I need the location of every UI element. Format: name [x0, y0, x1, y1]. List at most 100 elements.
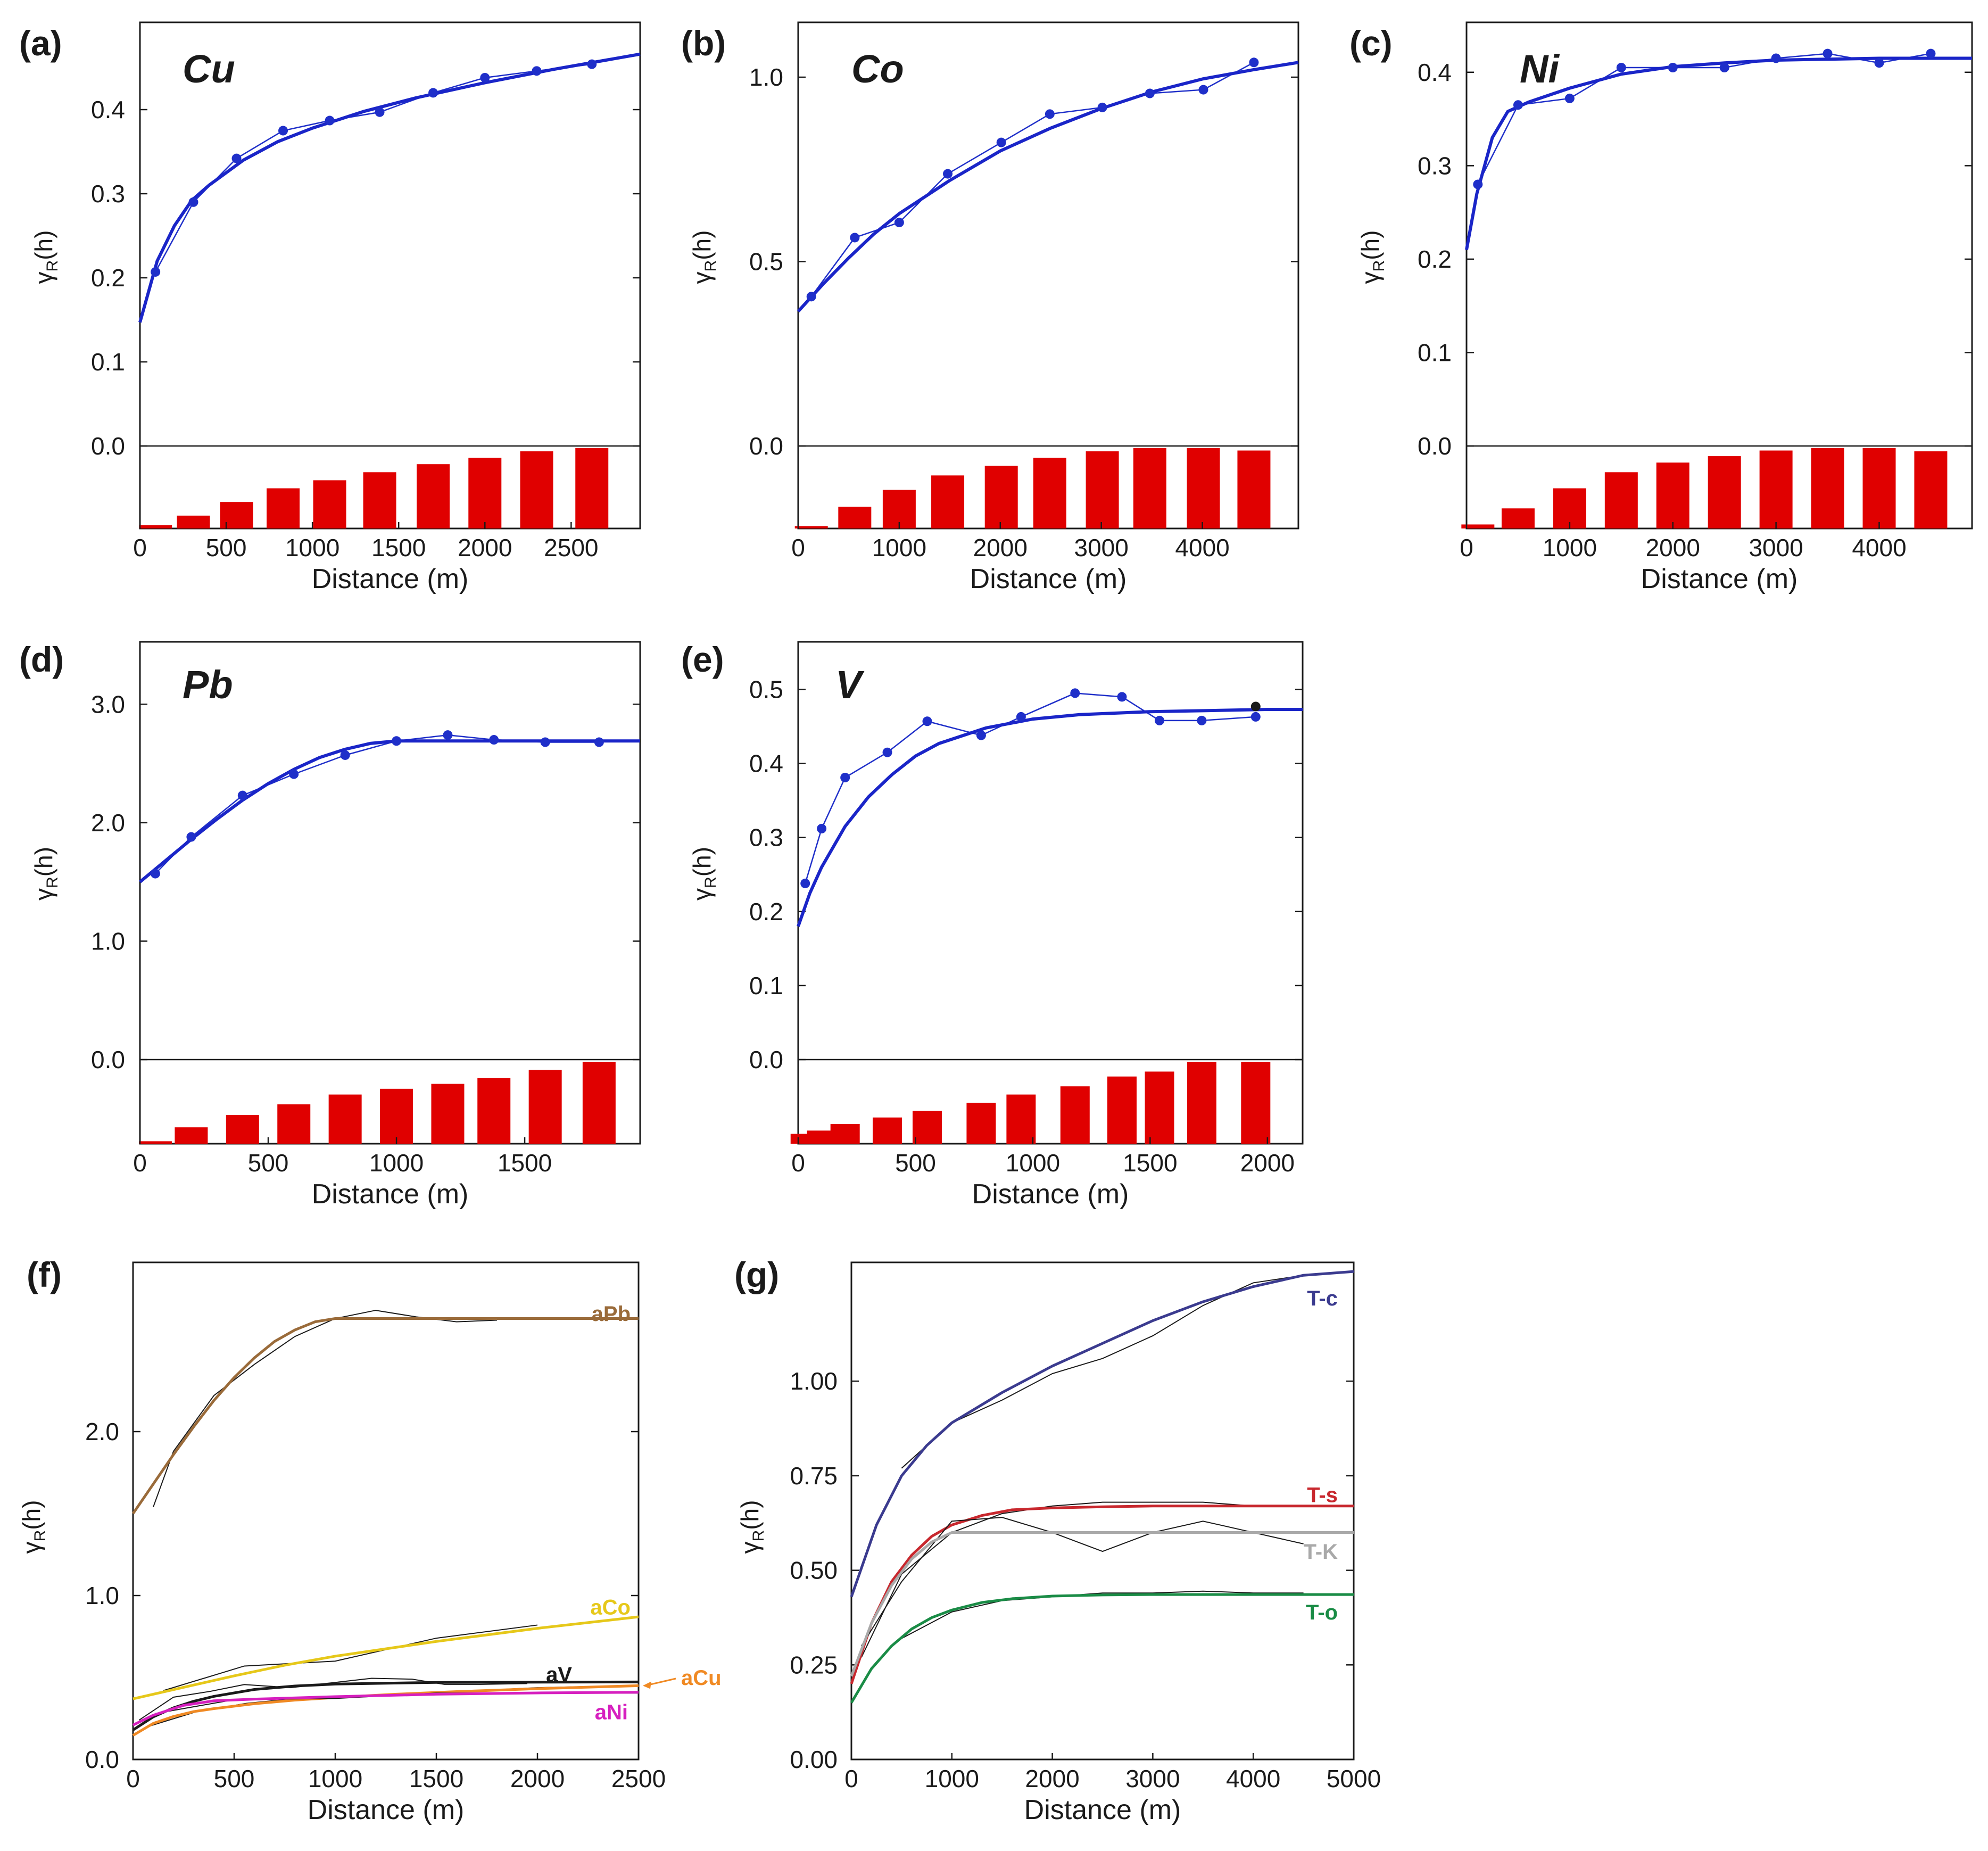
x-tick-label: 500 — [206, 534, 247, 561]
experimental-point — [289, 769, 299, 779]
pair-count-bar — [277, 1104, 311, 1144]
curve-label: T-K — [1304, 1540, 1338, 1564]
pair-count-bar — [582, 1062, 616, 1144]
y-tick-label: 0.3 — [91, 180, 125, 208]
element-label: Pb — [183, 663, 233, 707]
panel-label: (c) — [1349, 23, 1393, 63]
pair-count-bar — [1501, 508, 1535, 528]
model-curve — [850, 1270, 1354, 1598]
ylabel-subscript: R — [31, 1530, 49, 1542]
x-tick-label: 500 — [214, 1765, 255, 1792]
panel-label: (g) — [734, 1255, 779, 1294]
series-T-K: T-K — [850, 1517, 1354, 1677]
x-tick-label: 0 — [133, 534, 147, 561]
experimental-point — [996, 137, 1006, 147]
x-tick-label: 500 — [248, 1149, 289, 1177]
plot-frame — [850, 1261, 1355, 1761]
pair-count-bar — [220, 502, 253, 528]
experimental-point — [340, 750, 350, 760]
pair-count-bar — [1604, 472, 1638, 528]
aCu-arrow-head — [643, 1681, 651, 1689]
model-curve — [850, 1531, 1354, 1677]
pair-count-bar — [1187, 448, 1220, 528]
pair-count-bar — [226, 1115, 259, 1144]
pair-count-bar — [830, 1124, 860, 1144]
pair-count-bar — [175, 1127, 208, 1144]
pair-count-bar — [1086, 451, 1119, 528]
panel-d: 0.0 1.0 2.0 3.0 0 500 1000 1500 Distance (m) γR(h… — [19, 640, 641, 1210]
pair-count-bar — [1033, 458, 1066, 528]
ylabel-gamma: γ — [30, 888, 57, 900]
x-tick-label: 3000 — [1125, 1765, 1180, 1792]
experimental-point — [428, 88, 438, 98]
panel-f: 0.0 1.0 2.0 0 500 1000 1500 2000 2500 Distance (m… — [18, 1255, 722, 1825]
ylabel-subscript: R — [44, 877, 61, 888]
experimental-point — [443, 730, 453, 740]
y-tick-label: 2.0 — [91, 809, 125, 837]
y-tick-label: 0.4 — [91, 96, 125, 123]
panel-b: 0.0 0.5 1.0 0 1000 2000 3000 4000 Distance (m) γR… — [681, 21, 1299, 594]
experimental-point — [1070, 688, 1080, 698]
y-tick-label: 0.00 — [790, 1746, 838, 1773]
panel-label: (d) — [19, 640, 64, 679]
y-tick-label: 0.1 — [91, 348, 125, 376]
pair-count-bar — [575, 448, 609, 528]
y-tick-label: 0.4 — [749, 750, 783, 778]
panel-label: (b) — [681, 23, 726, 63]
pair-count-bar — [794, 526, 828, 528]
x-tick-label: 1000 — [308, 1765, 362, 1792]
experimental-point — [540, 737, 550, 747]
experimental-line — [805, 692, 1256, 884]
pair-count-bar — [838, 507, 872, 528]
ylabel-h: (h) — [1356, 230, 1384, 260]
pair-count-bar — [1656, 462, 1689, 528]
pair-count-bar — [138, 1141, 172, 1144]
x-axis-label: Distance (m) — [308, 1795, 465, 1825]
y-axis-label: γR(h) — [1356, 230, 1388, 284]
x-tick-label: 1500 — [371, 534, 426, 561]
pair-count-bar — [1461, 524, 1495, 528]
element-label: Cu — [183, 47, 235, 91]
y-tick-label: 0.0 — [91, 1046, 125, 1073]
panel-label: (f) — [27, 1255, 62, 1294]
series-aNi: aNi — [132, 1691, 639, 1726]
y-tick-label: 0.1 — [1418, 338, 1452, 366]
experimental-point — [800, 878, 810, 888]
x-tick-label: 1000 — [1006, 1149, 1060, 1177]
x-tick-label: 500 — [895, 1149, 936, 1177]
experimental-point — [976, 730, 986, 740]
pair-count-bar — [528, 1070, 562, 1144]
x-tick-label: 1000 — [369, 1149, 424, 1177]
curve-label: aCo — [590, 1596, 631, 1619]
pair-count-bar — [1006, 1094, 1036, 1144]
experimental-point — [1016, 712, 1026, 722]
experimental-point — [1823, 48, 1833, 59]
experimental-point — [1155, 715, 1165, 725]
x-tick-label: 4000 — [1226, 1765, 1280, 1792]
model-curve — [1465, 56, 1972, 250]
pair-count-bar — [520, 451, 553, 528]
x-tick-label: 2500 — [611, 1765, 666, 1792]
model-curve — [131, 1317, 639, 1515]
y-tick-label: 0.3 — [1418, 152, 1452, 179]
experimental-point — [817, 823, 827, 833]
x-tick-label: 1500 — [1123, 1149, 1177, 1177]
plot-frame — [797, 641, 1304, 1145]
experimental-point — [237, 790, 247, 800]
y-tick-label: 3.0 — [91, 690, 125, 718]
experimental-line — [901, 1590, 1304, 1639]
y-tick-label: 0.25 — [790, 1651, 838, 1679]
ylabel-subscript: R — [702, 260, 719, 272]
x-axis-label: Distance (m) — [1024, 1795, 1181, 1825]
x-tick-label: 1500 — [409, 1765, 463, 1792]
experimental-point — [1197, 715, 1207, 725]
panel-e: 0.0 0.1 0.2 0.3 0.4 0.5 0 500 1000 1500 2000 Distan… — [681, 640, 1304, 1210]
series-T-o: T-o — [850, 1590, 1354, 1704]
ylabel-h: (h) — [18, 1500, 45, 1530]
x-tick-label: 0 — [133, 1149, 147, 1177]
ylabel-gamma: γ — [736, 1541, 764, 1553]
x-tick-label: 0 — [126, 1765, 140, 1792]
experimental-point — [231, 153, 242, 163]
pair-count-bar — [417, 464, 450, 528]
